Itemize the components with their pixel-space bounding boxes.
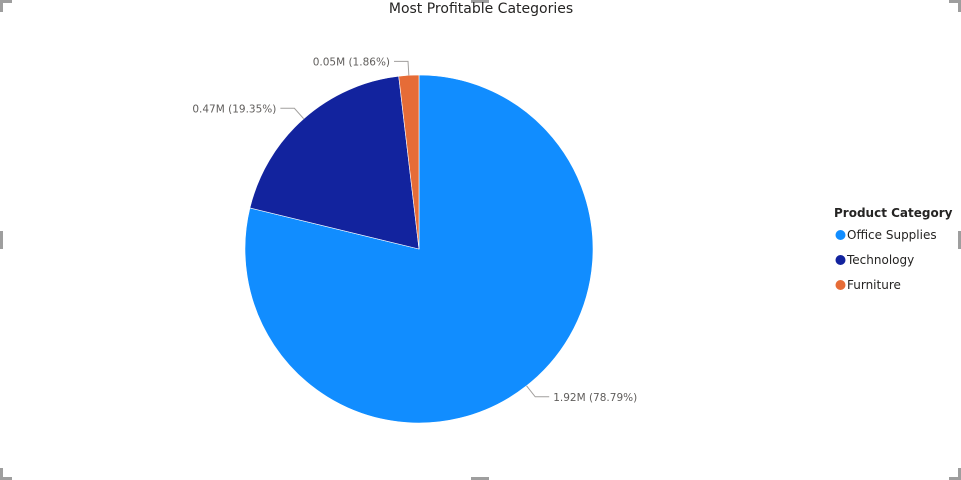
frame-handle-top-left: [0, 0, 12, 12]
leader-line-technology: [280, 107, 305, 120]
pie-slices: [244, 74, 594, 424]
legend-item-technology[interactable]: Technology: [835, 253, 915, 267]
data-label-furniture: 0.05M (1.86%): [313, 56, 390, 68]
legend: Product Category Office Supplies Technolo…: [834, 206, 953, 292]
frame-handle-bottom-right: [949, 468, 961, 480]
data-label-leaders: [280, 60, 550, 398]
frame-handle-bottom-left: [0, 468, 12, 480]
chart-title: Most Profitable Categories: [389, 1, 573, 17]
pie-slice-technology[interactable]: [249, 75, 420, 250]
legend-items: Office Supplies Technology Furniture: [835, 228, 937, 292]
leader-line-furniture: [394, 60, 410, 76]
frame-handle-top-right: [949, 0, 961, 12]
data-label-technology: 0.47M (19.35%): [192, 103, 276, 115]
legend-item-furniture[interactable]: Furniture: [835, 278, 901, 292]
data-labels: 1.92M (78.79%) 0.47M (19.35%) 0.05M (1.86%…: [192, 56, 637, 403]
legend-title: Product Category: [834, 206, 953, 220]
data-label-office-supplies: 1.92M (78.79%): [553, 392, 637, 404]
legend-item-office-supplies[interactable]: Office Supplies: [835, 228, 937, 242]
legend-marker-furniture: [835, 280, 846, 290]
legend-label-office-supplies: Office Supplies: [847, 228, 937, 242]
leader-line-office-supplies: [526, 385, 550, 398]
legend-marker-office-supplies: [835, 230, 846, 240]
legend-marker-technology: [835, 255, 846, 265]
legend-label-technology: Technology: [846, 253, 914, 267]
legend-label-furniture: Furniture: [847, 278, 901, 292]
